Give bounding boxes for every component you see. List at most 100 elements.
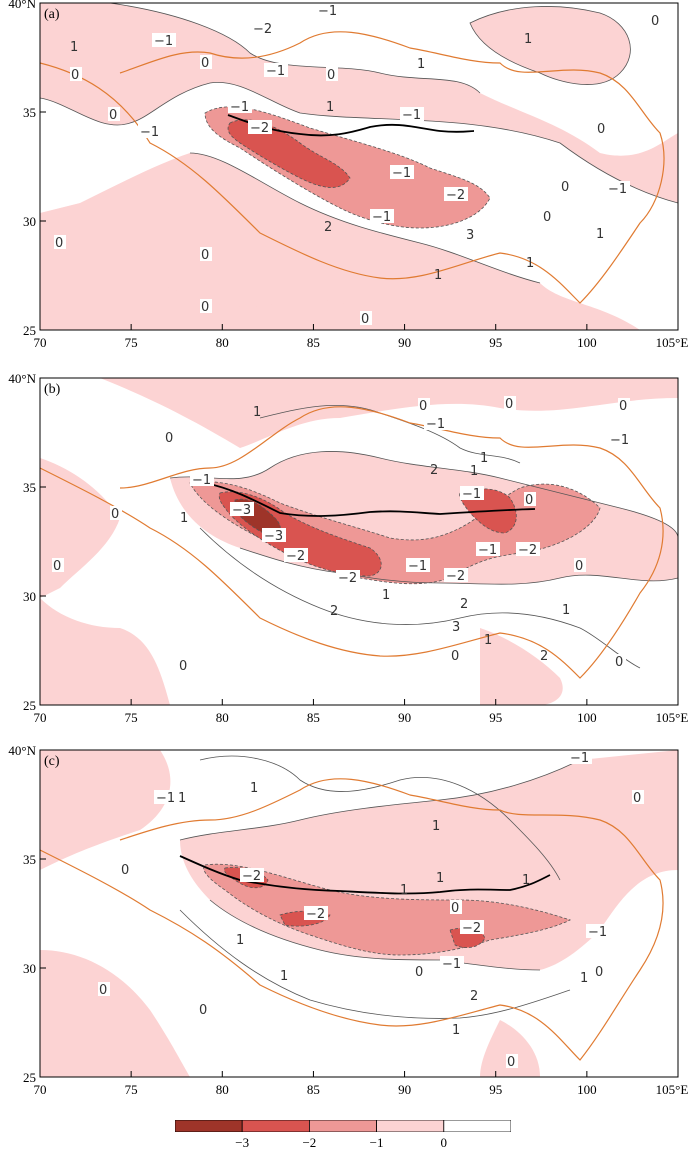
svg-text:0: 0 — [111, 507, 119, 522]
level-minus2-region — [227, 119, 351, 188]
y-tick-label: 30 — [23, 589, 36, 604]
y-tick-label: 30 — [23, 214, 36, 229]
svg-text:1: 1 — [400, 883, 408, 898]
panel-label: (c) — [44, 754, 60, 769]
svg-text:0: 0 — [505, 397, 513, 412]
svg-text:−1: −1 — [266, 64, 285, 79]
svg-text:0: 0 — [165, 431, 173, 446]
contour-map-b: −1 −3 −3 −2 −2 −1 −2 −1 −1 −2 −1 −1 0 0 … — [40, 378, 678, 705]
svg-text:0: 0 — [201, 248, 209, 263]
negative-region — [40, 598, 170, 705]
svg-text:1: 1 — [596, 227, 604, 242]
svg-text:1: 1 — [236, 933, 244, 948]
colorbar-tick-label: 0 — [440, 1135, 448, 1150]
svg-text:−1: −1 — [140, 125, 159, 140]
svg-text:−3: −3 — [264, 529, 283, 544]
y-tick-label: 30 — [23, 961, 36, 976]
svg-text:−2: −2 — [286, 549, 305, 564]
contour-line — [109, 3, 481, 94]
svg-text:1: 1 — [524, 32, 532, 47]
svg-text:0: 0 — [109, 108, 117, 123]
svg-text:0: 0 — [595, 965, 603, 980]
svg-text:1: 1 — [432, 819, 440, 834]
contour-line — [179, 909, 571, 1019]
colorbar-swatch — [241, 1120, 310, 1132]
svg-text:0: 0 — [543, 210, 551, 225]
svg-text:−2: −2 — [462, 921, 481, 936]
x-tick-label: 85 — [306, 710, 320, 725]
negative-region — [40, 750, 171, 870]
y-tick-label: 25 — [23, 1070, 36, 1085]
svg-text:−3: −3 — [232, 503, 251, 518]
x-tick-label: 100 — [577, 335, 597, 350]
svg-text:−1: −1 — [570, 751, 589, 766]
svg-text:0: 0 — [615, 655, 623, 670]
svg-text:1: 1 — [436, 871, 444, 886]
contour-line — [239, 547, 678, 585]
colorbar-swatch — [376, 1120, 445, 1132]
svg-text:0: 0 — [525, 493, 533, 508]
svg-text:0: 0 — [575, 559, 583, 574]
svg-text:2: 2 — [324, 220, 332, 235]
svg-text:1: 1 — [480, 451, 488, 466]
svg-text:−2: −2 — [446, 188, 465, 203]
svg-text:0: 0 — [99, 983, 107, 998]
svg-text:0: 0 — [633, 791, 641, 806]
x-tick-label: 90 — [398, 335, 412, 350]
contour-line — [40, 81, 678, 204]
svg-text:−2: −2 — [242, 869, 261, 884]
colorbar-tick-label: −2 — [302, 1135, 317, 1150]
map-panel-b: −1 −3 −3 −2 −2 −1 −2 −1 −1 −2 −1 −1 0 0 … — [40, 378, 678, 705]
svg-text:−2: −2 — [338, 571, 357, 586]
svg-text:0: 0 — [451, 901, 459, 916]
y-tick-label: 25 — [23, 323, 36, 338]
y-tick-label: 40°N — [8, 743, 36, 758]
x-tick-label: 85 — [306, 335, 320, 350]
trend-line — [179, 855, 551, 895]
svg-text:1: 1 — [522, 873, 530, 888]
x-tick-label: 100 — [577, 1082, 597, 1097]
negative-region — [100, 378, 678, 448]
x-tick-label: 80 — [215, 1082, 229, 1097]
svg-text:−1: −1 — [408, 559, 427, 574]
svg-text:1: 1 — [280, 969, 288, 984]
svg-text:0: 0 — [561, 180, 569, 195]
panel-label: (b) — [44, 382, 61, 397]
border-line — [40, 406, 664, 679]
svg-text:1: 1 — [417, 57, 425, 72]
colorbar-tick-label: −3 — [235, 1135, 250, 1150]
x-tick-label: 80 — [215, 710, 229, 725]
x-tick-label: 105°E — [655, 335, 689, 350]
svg-text:0: 0 — [419, 399, 427, 414]
x-tick-label: 70 — [33, 335, 47, 350]
svg-text:−2: −2 — [253, 22, 272, 37]
svg-text:−1: −1 — [426, 417, 445, 432]
svg-text:−1: −1 — [608, 182, 627, 197]
svg-text:1: 1 — [180, 511, 188, 526]
contour-line — [169, 451, 678, 539]
contour-map-a: −1 −1 −1 −1 −1 −1 −2 −1 −2 −1 −1 0 0 0 0… — [40, 3, 678, 330]
negative-region — [40, 223, 400, 330]
svg-text:1: 1 — [484, 633, 492, 648]
svg-text:1: 1 — [526, 256, 534, 271]
x-tick-label: 75 — [124, 710, 138, 725]
svg-text:0: 0 — [201, 56, 209, 71]
svg-text:−1: −1 — [392, 166, 411, 181]
svg-text:−1: −1 — [402, 108, 421, 123]
svg-text:3: 3 — [466, 228, 474, 243]
svg-text:2: 2 — [330, 604, 338, 619]
svg-text:−1: −1 — [154, 34, 173, 49]
svg-text:−1: −1 — [318, 4, 337, 19]
svg-text:0: 0 — [55, 236, 63, 251]
contour-map-c: −1 1 −2 −2 −2 −1 −1 0 0 0 0 0 0 0 0 −1 1… — [40, 750, 678, 1077]
negative-region — [40, 950, 190, 1077]
svg-text:−1: −1 — [192, 473, 211, 488]
svg-text:0: 0 — [199, 1003, 207, 1018]
x-tick-label: 95 — [489, 1082, 503, 1097]
svg-text:3: 3 — [452, 620, 460, 635]
contour-line — [209, 899, 541, 971]
y-tick-label: 25 — [23, 698, 36, 713]
svg-text:1: 1 — [70, 40, 78, 55]
x-tick-label: 105°E — [655, 710, 689, 725]
border-line — [40, 31, 665, 304]
